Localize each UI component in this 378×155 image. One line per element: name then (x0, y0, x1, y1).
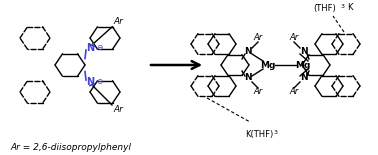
Text: Ar: Ar (290, 33, 299, 42)
Text: (THF): (THF) (313, 4, 336, 13)
Text: N: N (244, 47, 252, 57)
Text: N: N (86, 43, 94, 53)
Text: K(THF): K(THF) (245, 129, 273, 139)
Text: Mg: Mg (260, 60, 276, 69)
Text: ⊖: ⊖ (96, 44, 102, 53)
Text: ⊖: ⊖ (96, 78, 102, 86)
Text: Ar: Ar (290, 88, 299, 97)
Text: Ar: Ar (253, 88, 263, 97)
Text: 3: 3 (341, 4, 345, 9)
Text: K: K (347, 4, 353, 13)
Text: 3: 3 (274, 129, 278, 135)
Text: Ar: Ar (113, 106, 123, 115)
Text: Mg: Mg (295, 60, 311, 69)
Text: N: N (86, 77, 94, 87)
Text: N: N (300, 73, 308, 82)
Text: N: N (244, 73, 252, 82)
Text: Ar: Ar (253, 33, 263, 42)
Text: Ar = 2,6-diisopropylphenyl: Ar = 2,6-diisopropylphenyl (10, 142, 131, 151)
Text: Ar: Ar (113, 18, 123, 27)
Text: N: N (300, 47, 308, 57)
